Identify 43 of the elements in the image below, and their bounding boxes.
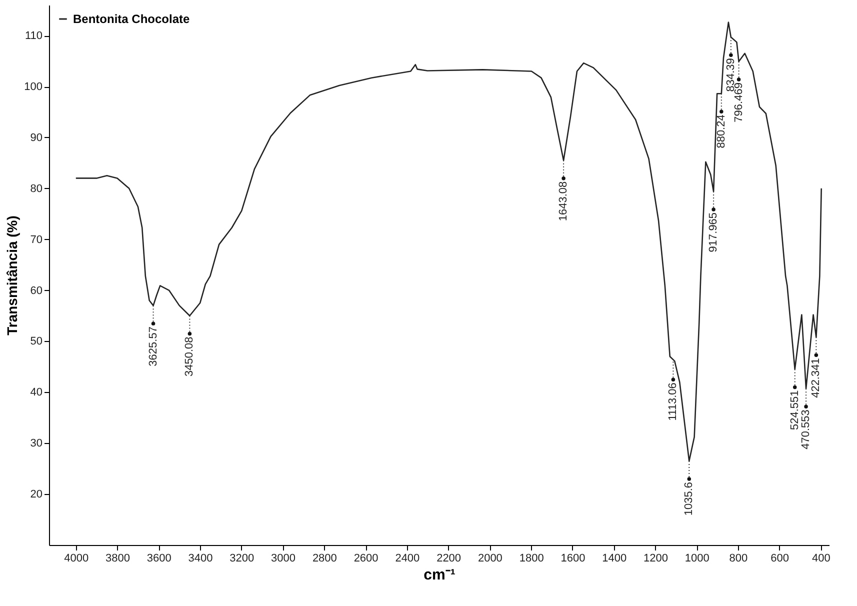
annotation: 880.24 [715, 114, 728, 148]
x-tick-label: 1200 [643, 552, 668, 564]
x-axis-title: cm⁻¹ [424, 566, 456, 584]
x-tick-label: 3600 [146, 552, 172, 564]
x-tick-label: 1400 [602, 552, 627, 564]
x-tick-label: 1800 [519, 552, 544, 564]
annotation: 1035.6 [683, 482, 696, 516]
x-tick-label: 3200 [230, 552, 254, 564]
x-tick-label: 3400 [188, 552, 213, 564]
y-tick-label: 110 [24, 30, 42, 42]
x-tick-label: 400 [812, 552, 830, 564]
y-tick-label: 50 [30, 336, 42, 348]
x-tick-label: 2000 [478, 552, 502, 564]
x-tick-label: 2800 [312, 552, 337, 564]
x-tick-label: 2400 [395, 552, 420, 564]
x-tick-label: 4000 [64, 552, 89, 564]
annotation: 470.553 [800, 410, 812, 450]
annotation: 917.965 [708, 212, 720, 252]
y-tick-label: 40 [30, 386, 42, 399]
x-tick-label: 3000 [271, 552, 296, 564]
x-tick-label: 1000 [684, 552, 710, 564]
annotation: 1643.08 [558, 181, 570, 222]
annotation: 422.341 [810, 358, 822, 398]
x-tick-label: 600 [770, 552, 790, 564]
y-tick-label: 20 [30, 488, 42, 501]
x-tick-label: 800 [729, 552, 748, 564]
x-tick-label: 1600 [560, 552, 586, 564]
y-axis-title: Transmitância (%) [4, 216, 20, 336]
legend-label: Bentonita Chocolate [73, 12, 190, 26]
annotation: 1113.06 [667, 382, 680, 421]
y-tick-label: 100 [24, 81, 42, 94]
annotation: 3625.57 [147, 326, 160, 366]
y-tick-label: 70 [30, 234, 42, 246]
line-series [75, 22, 822, 462]
x-tick-label: 3800 [106, 552, 130, 564]
annotation: 3450.08 [184, 336, 196, 377]
y-tick-label: 60 [30, 284, 42, 297]
annotation: 524.551 [788, 390, 801, 430]
x-tick-label: 2600 [354, 552, 378, 564]
y-tick-label: 90 [30, 132, 42, 144]
y-tick-label: 30 [30, 438, 42, 450]
y-tick-label: 80 [30, 182, 42, 195]
x-tick-label: 2200 [436, 552, 462, 564]
